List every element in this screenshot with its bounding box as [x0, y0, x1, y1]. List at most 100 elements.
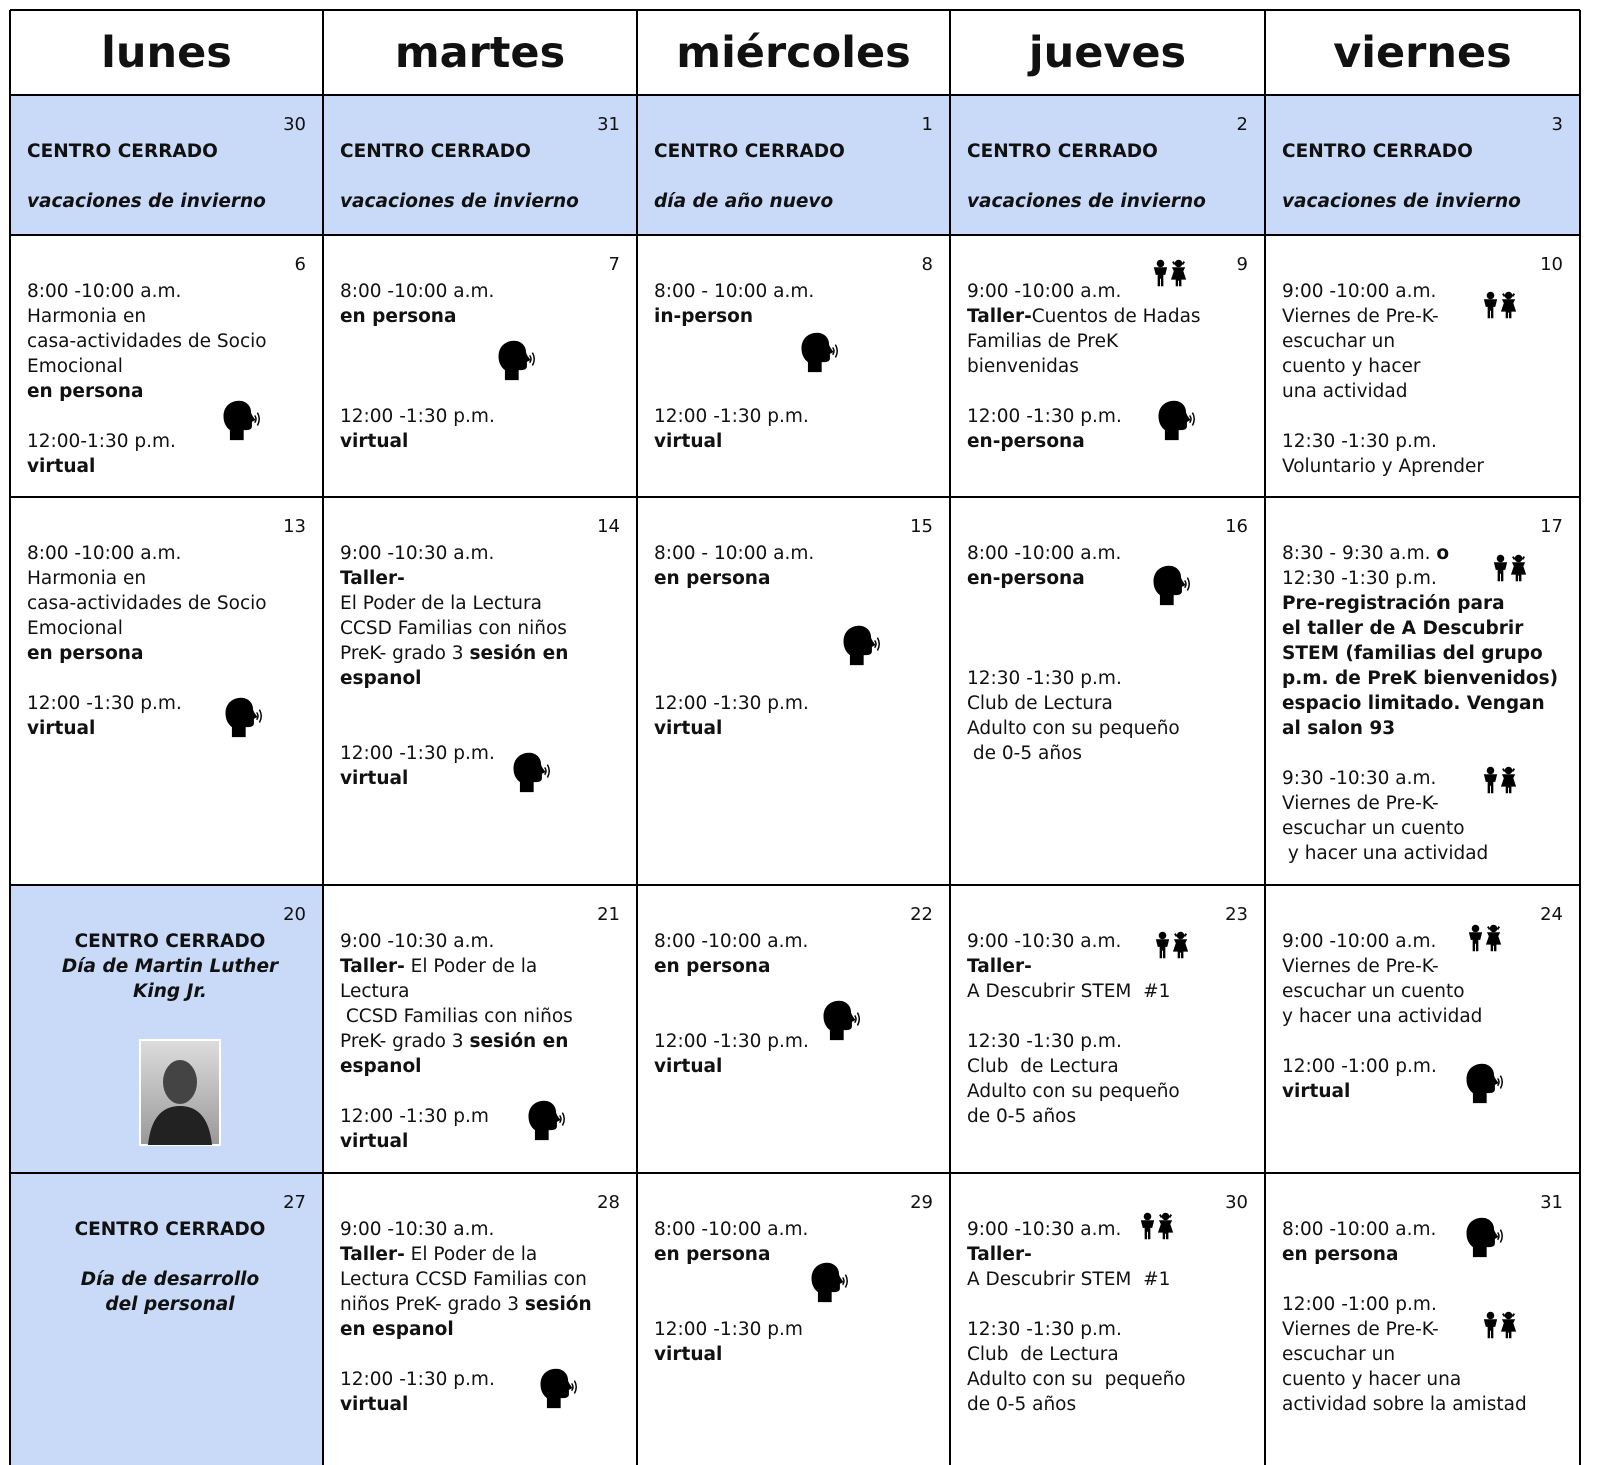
event-text: 12:00 -1:30 p.m. — [967, 406, 1122, 427]
day-number: 9 — [1236, 254, 1248, 275]
event-text: Día de desarrollo — [80, 1269, 260, 1290]
event-line: Adulto con su pequeño — [967, 1079, 1255, 1104]
event-text: 12:00 -1:30 p.m. — [340, 743, 495, 764]
day-cell: 24 9:00 -10:00 a.m. Viernes de Pre-K-escuc… — [1265, 885, 1580, 1173]
event-line: 8:00 -10:00 a.m. — [27, 279, 313, 304]
event-text: 9:00 -10:00 a.m. — [1282, 281, 1437, 302]
event-text: 8:00 -10:00 a.m. — [27, 543, 182, 564]
day-number: 14 — [597, 516, 620, 537]
event-text: al salon 93 — [1282, 718, 1396, 739]
event-block: 12:00 -1:30 p.m virtual — [340, 1104, 627, 1154]
event-text: STEM (familias del grupo — [1282, 643, 1543, 664]
event-line: Emocional — [27, 616, 313, 641]
day-number: 15 — [910, 516, 933, 537]
event-line: 12:30 -1:30 p.m. — [1282, 429, 1570, 454]
event-text: Pre-registración para — [1282, 593, 1505, 614]
event-text: en espanol — [340, 1319, 454, 1340]
event-block: 9:00 -10:30 a.m. Taller- A Descubrir STEM … — [967, 929, 1255, 1004]
event-text: Harmonia en — [27, 306, 147, 327]
event-text: Lectura CCSD Familias con — [340, 1269, 587, 1290]
event-text: 12:30 -1:30 p.m. — [1282, 568, 1437, 589]
event-text: del personal — [105, 1294, 235, 1315]
event-text: CENTRO CERRADO — [74, 931, 266, 952]
day-cell: 2 CENTRO CERRADO vacaciones de invierno — [950, 95, 1265, 235]
event-text: y hacer una actividad — [1282, 843, 1489, 864]
event-block: 9:00 -10:00 a.m. Taller-Cuentos de Hadas F… — [967, 279, 1255, 379]
event-line: CENTRO CERRADO — [340, 139, 627, 164]
event-text: CENTRO CERRADO — [74, 1219, 266, 1240]
event-text: en persona — [654, 568, 771, 589]
event-text: 9:00 -10:30 a.m. — [967, 931, 1122, 952]
day-cell: 31 CENTRO CERRADO vacaciones de invierno — [323, 95, 637, 235]
day-cell: 22 8:00 -10:00 a.m. en persona 12:00 -1:30 … — [637, 885, 950, 1173]
family-icon — [1152, 258, 1188, 288]
event-text: una actividad — [1282, 381, 1408, 402]
event-block: 12:00 -1:30 p.m. virtual — [340, 404, 627, 454]
event-line: Taller- El Poder de la — [340, 954, 627, 979]
event-block: 12:00 -1:30 p.m. virtual — [654, 404, 940, 454]
event-text: vacaciones de invierno — [1282, 191, 1521, 212]
event-text: Día de Martin Luther — [61, 956, 279, 977]
event-text: 12:30 -1:30 p.m. — [1282, 431, 1437, 452]
event-text: Taller- — [967, 306, 1032, 327]
event-line: actividad sobre la amistad — [1282, 1392, 1570, 1417]
event-line: vacaciones de invierno — [340, 189, 627, 214]
event-text: 12:00 -1:30 p.m. — [340, 1369, 495, 1390]
event-text: o — [1436, 543, 1450, 564]
event-block: CENTRO CERRADO — [1282, 139, 1570, 164]
event-text: sesión en — [469, 1031, 569, 1052]
event-line: 9:00 -10:30 a.m. — [340, 541, 627, 566]
event-line: escuchar un — [1282, 1342, 1570, 1367]
event-line: 9:00 -10:30 a.m. — [340, 929, 627, 954]
day-cell: 17 8:30 - 9:30 a.m. o 12:30 -1:30 p.m. Pre-… — [1265, 497, 1580, 885]
event-line: 9:30 -10:30 a.m. — [1282, 766, 1570, 791]
event-block: Día de desarrollo del personal — [27, 1267, 313, 1317]
event-block: 12:00 -1:30 p.m. en-persona — [967, 404, 1255, 454]
day-header: martes — [394, 27, 566, 78]
day-cell: 15 8:00 - 10:00 a.m. en persona 12:00 -1:30… — [637, 497, 950, 885]
event-text: escuchar un — [1282, 331, 1396, 352]
event-line: Voluntario y Aprender — [1282, 454, 1570, 479]
event-text: PreK- grado 3 — [340, 643, 470, 664]
event-text: 8:00 -10:00 a.m. — [654, 1219, 809, 1240]
event-text: Taller- — [340, 1244, 405, 1265]
event-text: 12:00 -1:00 p.m. — [1282, 1294, 1437, 1315]
event-line: Club de Lectura — [967, 1054, 1255, 1079]
event-text: 8:00 - 10:00 a.m. — [654, 543, 815, 564]
event-text: virtual — [654, 718, 723, 739]
event-block: 8:00 -10:00 a.m. en-persona — [967, 541, 1255, 591]
day-cell: 7 8:00 -10:00 a.m. en persona 12:00 -1:30 p… — [323, 235, 637, 497]
event-line: de 0-5 años — [967, 741, 1255, 766]
event-text: Club de Lectura — [967, 1056, 1119, 1077]
event-line: y hacer una actividad — [1282, 841, 1570, 866]
event-text: 12:00 -1:30 p.m. — [654, 1031, 809, 1052]
event-line: en persona — [654, 566, 940, 591]
event-line: del personal — [27, 1292, 313, 1317]
event-line: de 0-5 años — [967, 1392, 1255, 1417]
day-number: 6 — [294, 254, 306, 275]
event-line: y hacer una actividad — [1282, 1004, 1570, 1029]
event-line: en persona — [654, 954, 940, 979]
photo-face — [163, 1060, 197, 1104]
event-line: vacaciones de invierno — [1282, 189, 1570, 214]
event-block: CENTRO CERRADO — [654, 139, 940, 164]
event-text: virtual — [27, 718, 96, 739]
event-line: 9:00 -10:30 a.m. — [967, 1217, 1255, 1242]
day-number: 31 — [1540, 1192, 1563, 1213]
event-block: 12:00 -1:30 p.m. virtual — [654, 1029, 940, 1079]
event-line: cuento y hacer — [1282, 354, 1570, 379]
day-cell: 16 8:00 -10:00 a.m. en-persona 12:30 -1:30 … — [950, 497, 1265, 885]
event-line: Lectura — [340, 979, 627, 1004]
event-text: en persona — [654, 1244, 771, 1265]
day-cell: 1 CENTRO CERRADO día de año nuevo — [637, 95, 950, 235]
day-cell: 29 8:00 -10:00 a.m. en persona 12:00 -1:30 … — [637, 1173, 950, 1465]
event-block: vacaciones de invierno — [27, 189, 313, 214]
event-block: vacaciones de invierno — [340, 189, 627, 214]
event-text: A Descubrir STEM #1 — [967, 981, 1171, 1002]
event-text: 8:00 -10:00 a.m. — [654, 931, 809, 952]
family-icon — [1139, 1211, 1175, 1241]
event-line: virtual — [340, 429, 627, 454]
event-line: 12:00 -1:30 p.m. — [967, 404, 1255, 429]
event-line: 12:00 -1:30 p.m. — [340, 1367, 627, 1392]
event-text: en persona — [27, 643, 144, 664]
